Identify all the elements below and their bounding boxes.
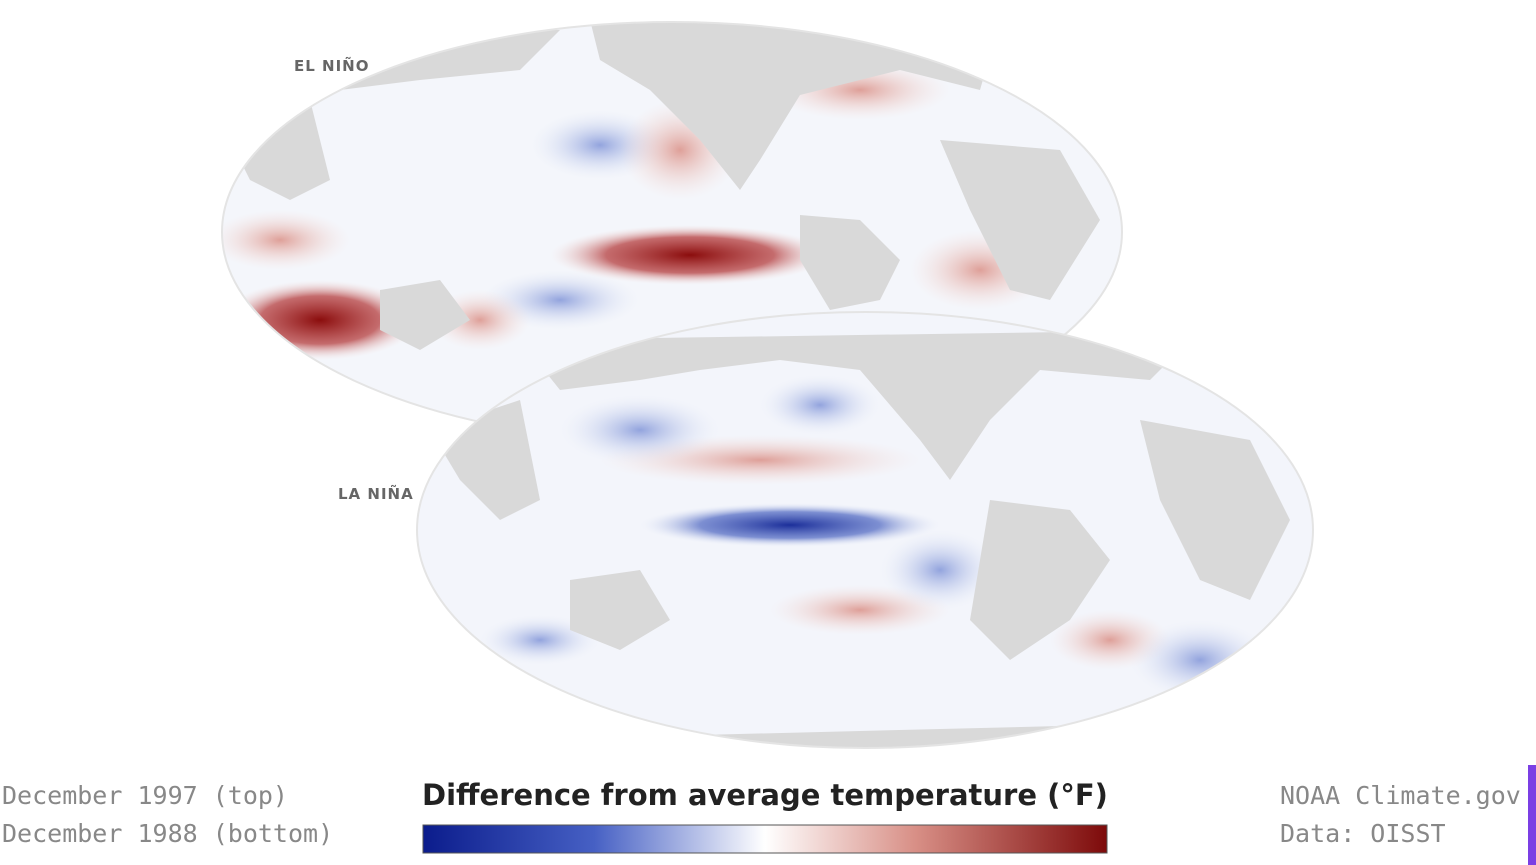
map-label: EL NIÑO xyxy=(294,56,369,75)
credit: Data: OISST xyxy=(1280,819,1446,848)
color-scale xyxy=(422,824,1108,854)
credit: NOAA Climate.gov xyxy=(1280,781,1521,810)
la-nina-map xyxy=(417,312,1313,748)
date-caption: December 1997 (top) xyxy=(2,781,288,810)
accent-bar xyxy=(1528,765,1536,865)
map-label: LA NIÑA xyxy=(338,484,414,503)
date-caption: December 1988 (bottom) xyxy=(2,819,333,848)
legend-title: Difference from average temperature (°F) xyxy=(422,778,1108,812)
